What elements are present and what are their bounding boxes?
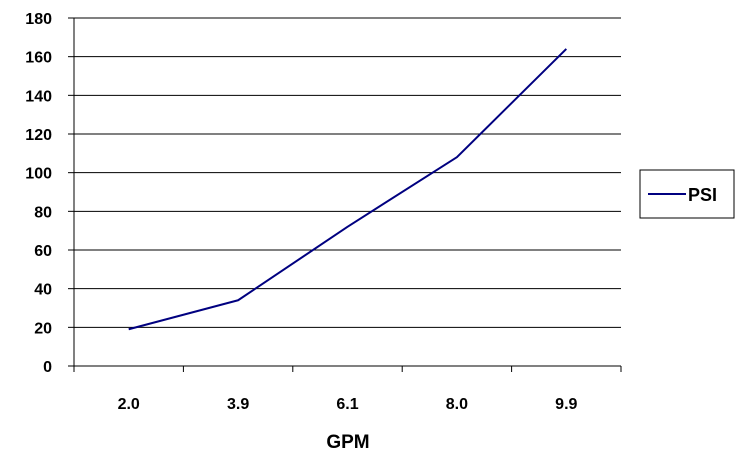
x-tick-label: 9.9 <box>555 396 577 413</box>
y-tick-label: 160 <box>25 50 52 67</box>
y-tick-label: 120 <box>25 127 52 144</box>
y-tick-label: 140 <box>25 88 52 105</box>
y-tick-label: 100 <box>25 166 52 183</box>
x-axis-ticks: 2.0 3.9 6.1 8.0 9.9 <box>73 366 622 413</box>
y-tick-label: 40 <box>34 282 52 299</box>
y-tick-label: 20 <box>34 320 52 337</box>
axes <box>68 18 621 367</box>
y-tick-label: 180 <box>25 11 52 28</box>
series-line-psi <box>128 48 568 331</box>
x-tick-label: 8.0 <box>446 396 468 413</box>
x-tick-label: 6.1 <box>336 396 358 413</box>
series-layer <box>128 48 568 331</box>
gridlines <box>74 17 621 328</box>
y-axis-ticks: 0 20 40 60 80 100 120 140 160 180 <box>25 11 74 376</box>
x-tick-label: 2.0 <box>118 396 140 413</box>
y-tick-label: 80 <box>34 204 52 221</box>
legend: PSI <box>639 169 735 219</box>
legend-label-psi: PSI <box>688 185 717 205</box>
x-axis-title: GPM <box>326 432 369 453</box>
y-tick-label: 60 <box>34 243 52 260</box>
x-tick-label: 3.9 <box>227 396 249 413</box>
y-tick-label: 0 <box>43 359 52 376</box>
